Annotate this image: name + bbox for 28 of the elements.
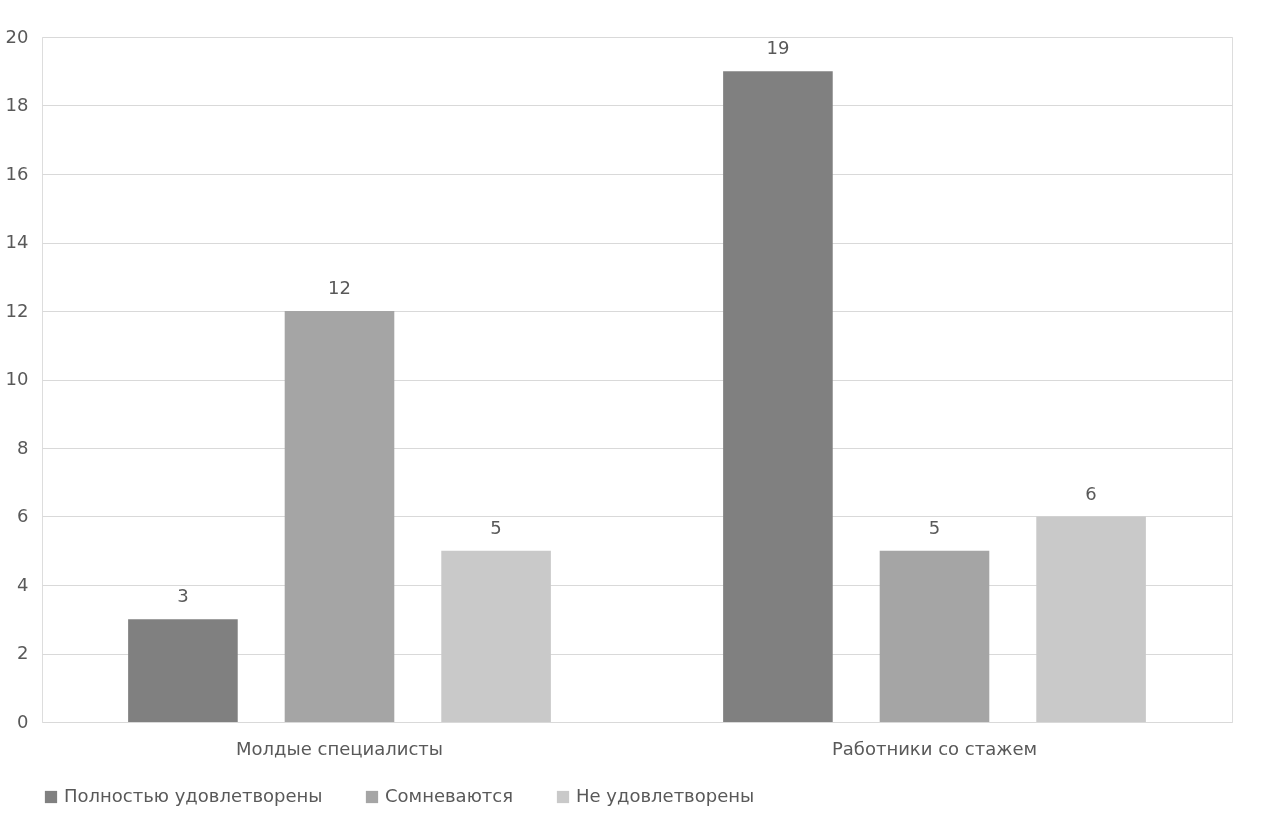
bar (284, 311, 395, 722)
y-tick-label: 2 (17, 642, 29, 663)
y-tick-label: 20 (5, 25, 29, 47)
legend-label: Сомневаются (385, 785, 514, 806)
x-tick-label: Молдые специалисты (235, 737, 444, 759)
bar (879, 550, 990, 722)
data-label: 6 (1085, 482, 1097, 504)
bar (128, 619, 238, 722)
y-tick-label: 18 (5, 94, 29, 115)
y-tick-label: 10 (5, 368, 29, 389)
x-tick-label: Работники со стажем (831, 737, 1038, 759)
bar (441, 550, 551, 722)
bar (1036, 516, 1146, 722)
data-label: 5 (490, 516, 502, 538)
data-label: 5 (928, 516, 941, 538)
y-tick-label: 0 (17, 710, 29, 732)
data-label: 12 (328, 277, 351, 298)
y-tick-label: 16 (5, 162, 29, 184)
bar (723, 71, 833, 722)
data-label: 3 (177, 585, 189, 607)
y-tick-label: 4 (17, 573, 29, 595)
legend-label: Полностью удовлетворены (64, 785, 323, 806)
y-tick-label: 6 (17, 505, 29, 526)
y-tick-label: 14 (5, 231, 29, 252)
y-tick-label: 12 (5, 299, 29, 321)
legend-label: Не удовлетворены (576, 785, 755, 806)
data-label: 19 (766, 37, 790, 59)
y-tick-label: 8 (17, 436, 29, 458)
